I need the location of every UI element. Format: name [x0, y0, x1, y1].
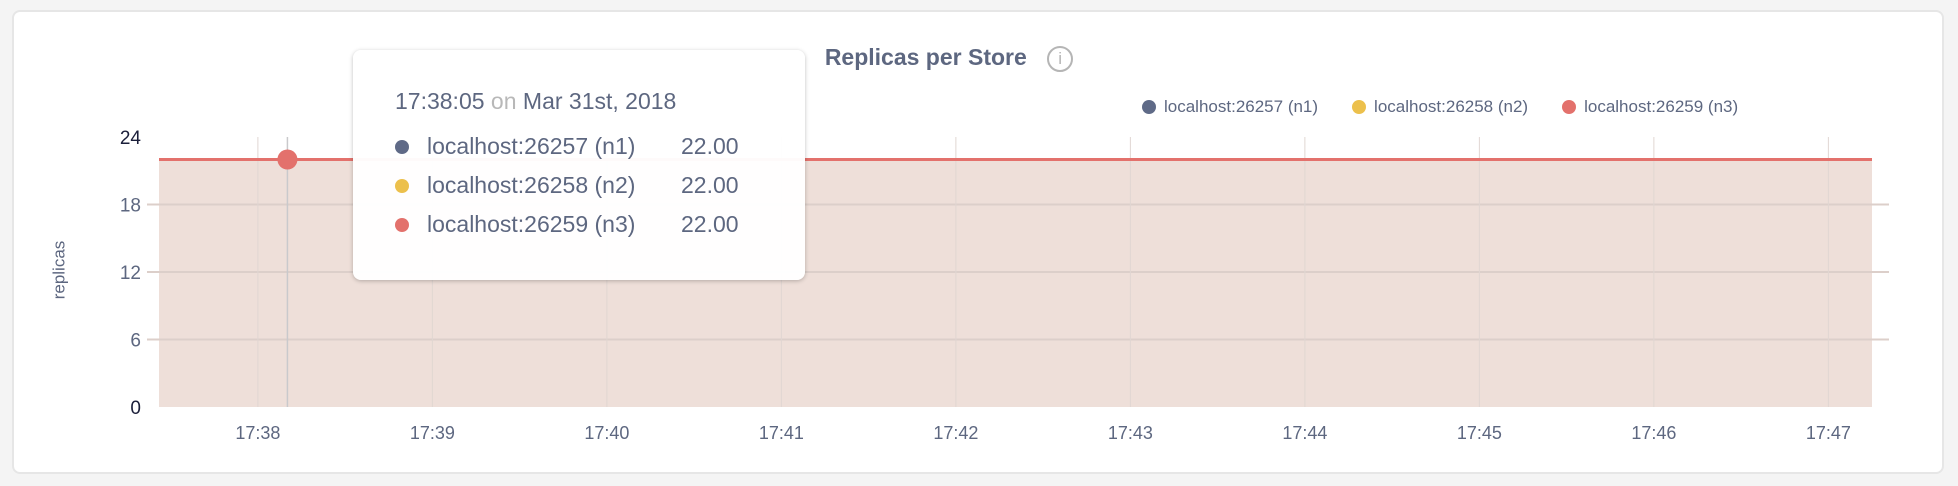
x-tick-label: 17:42 [933, 423, 978, 443]
chart-title-text: Replicas per Store [824, 44, 1027, 70]
x-tick-label: 17:43 [1108, 423, 1153, 443]
legend-item-n2[interactable]: localhost:26258 (n2) [1352, 97, 1528, 117]
x-tick-label: 17:40 [584, 423, 629, 443]
legend-label: localhost:26257 (n1) [1164, 97, 1319, 116]
tooltip: 17:38:05 on Mar 31st, 2018 localhost:262… [353, 50, 805, 280]
x-tick-label: 17:47 [1806, 423, 1851, 443]
hover-point [277, 149, 298, 170]
series-dot-icon [395, 217, 409, 232]
info-icon[interactable]: i [1047, 45, 1074, 72]
y-tick-label: 6 [130, 331, 141, 352]
y-tick-label: 0 [130, 398, 141, 419]
x-tick-label: 17:44 [1282, 423, 1327, 443]
legend-label: localhost:26258 (n2) [1374, 97, 1529, 116]
legend: localhost:26257 (n1) localhost:26258 (n2… [1142, 97, 1738, 117]
legend-item-n1[interactable]: localhost:26257 (n1) [1142, 97, 1318, 117]
chart-title: Replicas per Store i [0, 44, 1898, 72]
y-tick-label: 24 [120, 128, 142, 149]
x-tick-label: 17:41 [759, 423, 804, 443]
series-dot-icon [395, 139, 409, 154]
legend-dot-icon [1562, 100, 1577, 114]
tooltip-row-n3: localhost:26259 (n3) 22.00 [395, 205, 805, 244]
x-tick-label: 17:46 [1631, 423, 1676, 443]
tooltip-series-value: 22.00 [681, 172, 739, 198]
legend-dot-icon [1352, 100, 1367, 114]
series-dot-icon [395, 178, 409, 193]
tooltip-series-value: 22.00 [681, 133, 739, 159]
legend-label: localhost:26259 (n3) [1584, 97, 1739, 116]
tooltip-series-name: localhost:26259 (n3) [427, 211, 636, 237]
y-tick-label: 12 [120, 263, 141, 284]
tooltip-row-n1: localhost:26257 (n1) 22.00 [395, 127, 805, 166]
tooltip-series-value: 22.00 [681, 211, 739, 237]
tooltip-series-name: localhost:26258 (n2) [427, 172, 636, 198]
tooltip-series-name: localhost:26257 (n1) [427, 133, 636, 159]
y-tick-label: 18 [120, 196, 141, 217]
tooltip-on: on [490, 88, 517, 114]
x-tick-label: 17:38 [235, 423, 280, 443]
tooltip-timestamp: 17:38:05 on Mar 31st, 2018 [395, 88, 805, 115]
legend-dot-icon [1142, 100, 1156, 114]
x-tick-label: 17:45 [1457, 423, 1502, 443]
legend-item-n3[interactable]: localhost:26259 (n3) [1562, 97, 1738, 117]
tooltip-time: 17:38:05 [395, 88, 485, 114]
tooltip-row-n2: localhost:26258 (n2) 22.00 [395, 166, 805, 205]
x-tick-label: 17:39 [410, 423, 455, 443]
tooltip-date: Mar 31st, 2018 [522, 88, 677, 114]
y-axis-label: replicas [49, 240, 69, 300]
